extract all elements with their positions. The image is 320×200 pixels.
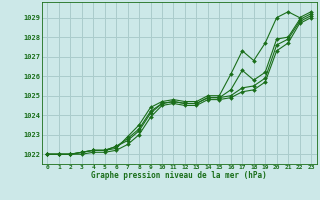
X-axis label: Graphe pression niveau de la mer (hPa): Graphe pression niveau de la mer (hPa) xyxy=(91,171,267,180)
